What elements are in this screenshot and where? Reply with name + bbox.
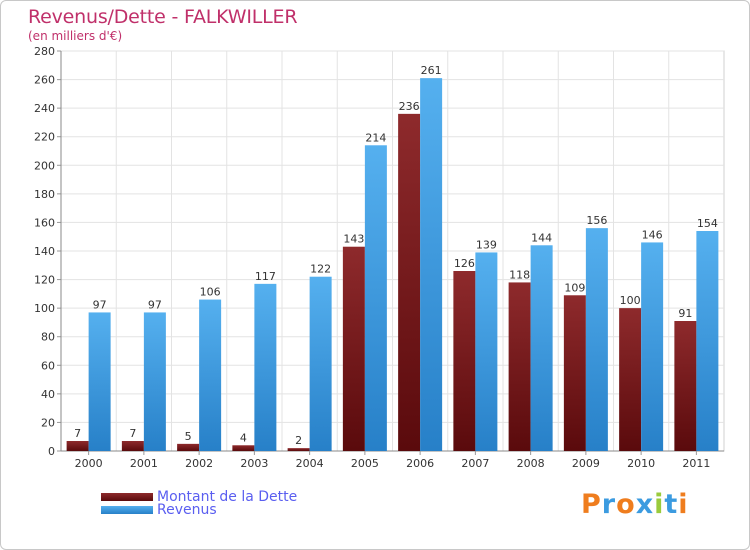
y-tick-label: 160 bbox=[34, 216, 55, 229]
bar-debt bbox=[398, 113, 421, 451]
bar-revenue bbox=[696, 231, 719, 451]
bar-debt bbox=[619, 308, 642, 451]
logo-letter: t bbox=[664, 489, 679, 520]
legend-swatch-revenue bbox=[101, 506, 153, 514]
bar-debt bbox=[508, 282, 531, 451]
bar-revenue bbox=[364, 145, 387, 452]
x-tick-label: 2003 bbox=[240, 457, 268, 470]
chart-title: Revenus/Dette - FALKWILLER bbox=[28, 6, 298, 28]
y-tick-label: 200 bbox=[34, 159, 55, 172]
data-label-revenue: 154 bbox=[697, 217, 718, 230]
data-label-revenue: 117 bbox=[255, 270, 276, 283]
bar-debt bbox=[563, 295, 586, 451]
bar-revenue bbox=[254, 283, 277, 451]
y-tick-label: 180 bbox=[34, 188, 55, 201]
data-label-debt: 5 bbox=[185, 430, 192, 443]
y-tick-label: 260 bbox=[34, 74, 55, 87]
data-label-revenue: 122 bbox=[310, 263, 331, 276]
bar-debt bbox=[177, 443, 200, 451]
x-tick-label: 2010 bbox=[627, 457, 655, 470]
bar-debt bbox=[342, 246, 365, 451]
logo-letter: o bbox=[616, 489, 636, 520]
x-tick-label: 2011 bbox=[682, 457, 710, 470]
bar-revenue bbox=[199, 299, 222, 451]
bar-revenue bbox=[143, 312, 166, 451]
x-tick-label: 2009 bbox=[572, 457, 600, 470]
bar-debt bbox=[121, 441, 144, 451]
chart-subtitle: (en milliers d'€) bbox=[28, 29, 123, 43]
bar-revenue bbox=[641, 242, 664, 451]
data-label-revenue: 156 bbox=[586, 214, 607, 227]
proxiti-logo: Proxiti bbox=[581, 489, 689, 520]
x-tick-label: 2000 bbox=[75, 457, 103, 470]
data-label-debt: 7 bbox=[129, 427, 136, 440]
logo-letter: P bbox=[581, 489, 602, 520]
legend-item-debt: Montant de la Dette bbox=[101, 489, 297, 505]
bar-revenue bbox=[530, 245, 553, 451]
y-tick-label: 20 bbox=[41, 416, 55, 429]
bar-revenue bbox=[88, 312, 111, 451]
axis-layer: 0 20 40 60 80 100 120 140 160 180 200 220 240 260 280 2… bbox=[34, 45, 724, 470]
data-label-debt: 7 bbox=[74, 427, 81, 440]
grid-layer bbox=[60, 50, 725, 452]
data-label-debt: 2 bbox=[295, 434, 302, 447]
y-tick-label: 120 bbox=[34, 274, 55, 287]
data-label-debt: 109 bbox=[564, 281, 585, 294]
data-label-revenue: 97 bbox=[148, 298, 162, 311]
legend-item-revenue: Revenus bbox=[101, 502, 217, 518]
data-label-revenue: 261 bbox=[421, 64, 442, 77]
x-tick-label: 2004 bbox=[296, 457, 324, 470]
bar-debt bbox=[287, 448, 310, 451]
y-tick-label: 240 bbox=[34, 102, 55, 115]
y-tick-label: 0 bbox=[48, 445, 55, 458]
logo-letter: x bbox=[635, 489, 655, 520]
data-label-debt: 126 bbox=[454, 257, 475, 270]
x-tick-label: 2002 bbox=[185, 457, 213, 470]
data-label-revenue: 144 bbox=[531, 231, 552, 244]
data-label-debt: 143 bbox=[343, 233, 364, 246]
legend-swatch-debt bbox=[101, 493, 153, 501]
x-tick-label: 2006 bbox=[406, 457, 434, 470]
data-label-revenue: 146 bbox=[642, 228, 663, 241]
legend-label-revenue: Revenus bbox=[157, 502, 217, 518]
bar-debt bbox=[232, 445, 255, 451]
bar-debt bbox=[453, 271, 476, 451]
x-tick-label: 2008 bbox=[517, 457, 545, 470]
logo-letter: i bbox=[678, 489, 689, 520]
x-tick-label: 2005 bbox=[351, 457, 379, 470]
data-label-revenue: 97 bbox=[93, 298, 107, 311]
bar-layer bbox=[66, 78, 719, 452]
data-label-debt: 91 bbox=[678, 307, 692, 320]
y-tick-label: 140 bbox=[34, 245, 55, 258]
bar-debt bbox=[66, 441, 89, 451]
y-tick-label: 60 bbox=[41, 359, 55, 372]
logo-letter: i bbox=[654, 489, 665, 520]
bar-revenue bbox=[420, 78, 443, 452]
y-tick-label: 80 bbox=[41, 331, 55, 344]
data-label-revenue: 106 bbox=[200, 286, 221, 299]
data-label-revenue: 214 bbox=[365, 131, 386, 144]
y-tick-label: 220 bbox=[34, 131, 55, 144]
x-tick-label: 2007 bbox=[461, 457, 489, 470]
data-label-revenue: 139 bbox=[476, 238, 497, 251]
bar-revenue bbox=[585, 228, 608, 451]
y-tick-label: 40 bbox=[41, 388, 55, 401]
data-label-debt: 236 bbox=[399, 100, 420, 113]
legend-label-debt: Montant de la Dette bbox=[157, 489, 298, 505]
logo-letter: r bbox=[601, 489, 617, 520]
x-tick-label: 2001 bbox=[130, 457, 158, 470]
data-label-debt: 100 bbox=[620, 294, 641, 307]
y-tick-label: 100 bbox=[34, 302, 55, 315]
bar-revenue bbox=[309, 276, 332, 451]
data-label-debt: 118 bbox=[509, 268, 530, 281]
bar-revenue bbox=[475, 252, 498, 451]
bar-debt bbox=[674, 321, 697, 451]
data-label-debt: 4 bbox=[240, 431, 247, 444]
y-tick-label: 280 bbox=[34, 45, 55, 58]
